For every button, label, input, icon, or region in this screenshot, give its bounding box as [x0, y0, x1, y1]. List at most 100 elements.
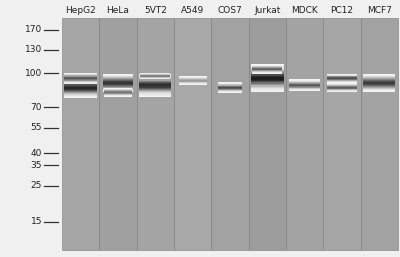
Bar — [64, 89, 97, 90]
Bar — [328, 77, 356, 78]
Bar — [140, 89, 171, 90]
Bar — [361, 18, 398, 250]
Bar — [328, 91, 356, 92]
Bar — [251, 87, 284, 88]
Bar — [364, 90, 395, 91]
Bar — [103, 84, 133, 85]
Bar — [211, 18, 249, 250]
Bar — [179, 80, 207, 81]
Bar — [328, 85, 356, 86]
Bar — [140, 79, 171, 81]
Bar — [252, 73, 282, 74]
Bar — [179, 83, 207, 84]
Bar — [289, 86, 320, 87]
Bar — [64, 84, 97, 85]
Bar — [64, 79, 97, 80]
Bar — [328, 89, 356, 90]
Bar — [364, 80, 395, 81]
Bar — [104, 92, 132, 93]
Text: 55: 55 — [30, 124, 42, 133]
Bar — [364, 88, 395, 89]
Bar — [251, 71, 284, 73]
Bar — [286, 18, 323, 250]
Bar — [364, 75, 395, 76]
Bar — [218, 87, 242, 88]
Bar — [364, 78, 395, 79]
Bar — [99, 18, 137, 250]
Bar — [140, 88, 171, 89]
Bar — [364, 86, 395, 87]
Bar — [252, 65, 282, 66]
Bar — [328, 74, 356, 75]
Bar — [64, 88, 97, 89]
Text: 40: 40 — [31, 149, 42, 158]
Bar — [103, 74, 133, 75]
Bar — [252, 71, 282, 72]
Bar — [64, 75, 97, 76]
Bar — [179, 81, 207, 82]
Bar — [103, 91, 133, 92]
Bar — [103, 87, 133, 88]
Bar — [218, 82, 242, 83]
Bar — [104, 94, 132, 95]
Bar — [364, 81, 395, 82]
Bar — [289, 84, 320, 85]
Bar — [328, 87, 356, 88]
Bar — [364, 85, 395, 86]
Bar — [328, 78, 356, 79]
Text: MCF7: MCF7 — [367, 6, 392, 15]
Bar — [64, 83, 97, 84]
Bar — [103, 89, 133, 90]
Bar — [364, 74, 395, 75]
Bar — [251, 70, 284, 71]
Bar — [103, 85, 133, 86]
Text: Jurkat: Jurkat — [254, 6, 280, 15]
Text: 5VT2: 5VT2 — [144, 6, 167, 15]
Bar — [252, 69, 282, 70]
Bar — [218, 92, 242, 93]
Text: HepG2: HepG2 — [65, 6, 96, 15]
Bar — [218, 84, 242, 85]
Bar — [140, 75, 170, 76]
Bar — [140, 86, 171, 88]
Text: COS7: COS7 — [218, 6, 242, 15]
Bar — [64, 80, 97, 81]
Bar — [251, 67, 284, 69]
Bar — [179, 79, 207, 80]
Bar — [218, 88, 242, 89]
Bar — [103, 80, 133, 81]
Bar — [104, 88, 132, 89]
Bar — [289, 88, 320, 89]
Bar — [364, 79, 395, 80]
Bar — [328, 86, 356, 87]
Bar — [251, 80, 284, 81]
Bar — [104, 95, 132, 96]
Bar — [251, 73, 284, 74]
Bar — [64, 82, 97, 84]
Bar — [103, 79, 133, 80]
Bar — [64, 94, 97, 95]
Text: 25: 25 — [31, 181, 42, 190]
Text: 35: 35 — [30, 161, 42, 170]
Bar — [64, 96, 97, 97]
Bar — [328, 90, 356, 91]
Bar — [218, 90, 242, 91]
Bar — [64, 73, 97, 74]
Bar — [323, 18, 361, 250]
Bar — [364, 76, 395, 77]
Bar — [103, 83, 133, 84]
Bar — [64, 78, 97, 79]
Text: PC12: PC12 — [330, 6, 354, 15]
Bar — [140, 85, 171, 86]
Bar — [364, 84, 395, 85]
Bar — [140, 91, 171, 92]
Text: A549: A549 — [181, 6, 204, 15]
Bar — [328, 80, 356, 81]
Bar — [328, 81, 356, 82]
Bar — [251, 84, 284, 85]
Bar — [140, 95, 171, 96]
Bar — [140, 84, 171, 85]
Bar — [251, 81, 284, 82]
Bar — [64, 74, 97, 75]
Bar — [64, 78, 97, 79]
